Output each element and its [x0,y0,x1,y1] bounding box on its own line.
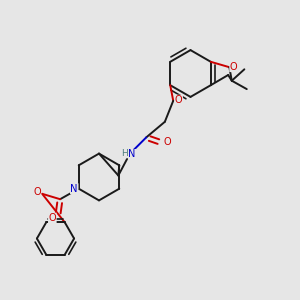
Text: O: O [164,137,171,147]
Text: N: N [70,184,78,194]
Text: N: N [128,149,136,160]
Text: O: O [33,187,41,197]
Text: O: O [49,213,56,223]
Text: O: O [175,95,182,105]
Text: O: O [230,61,237,72]
Text: H: H [122,149,128,158]
